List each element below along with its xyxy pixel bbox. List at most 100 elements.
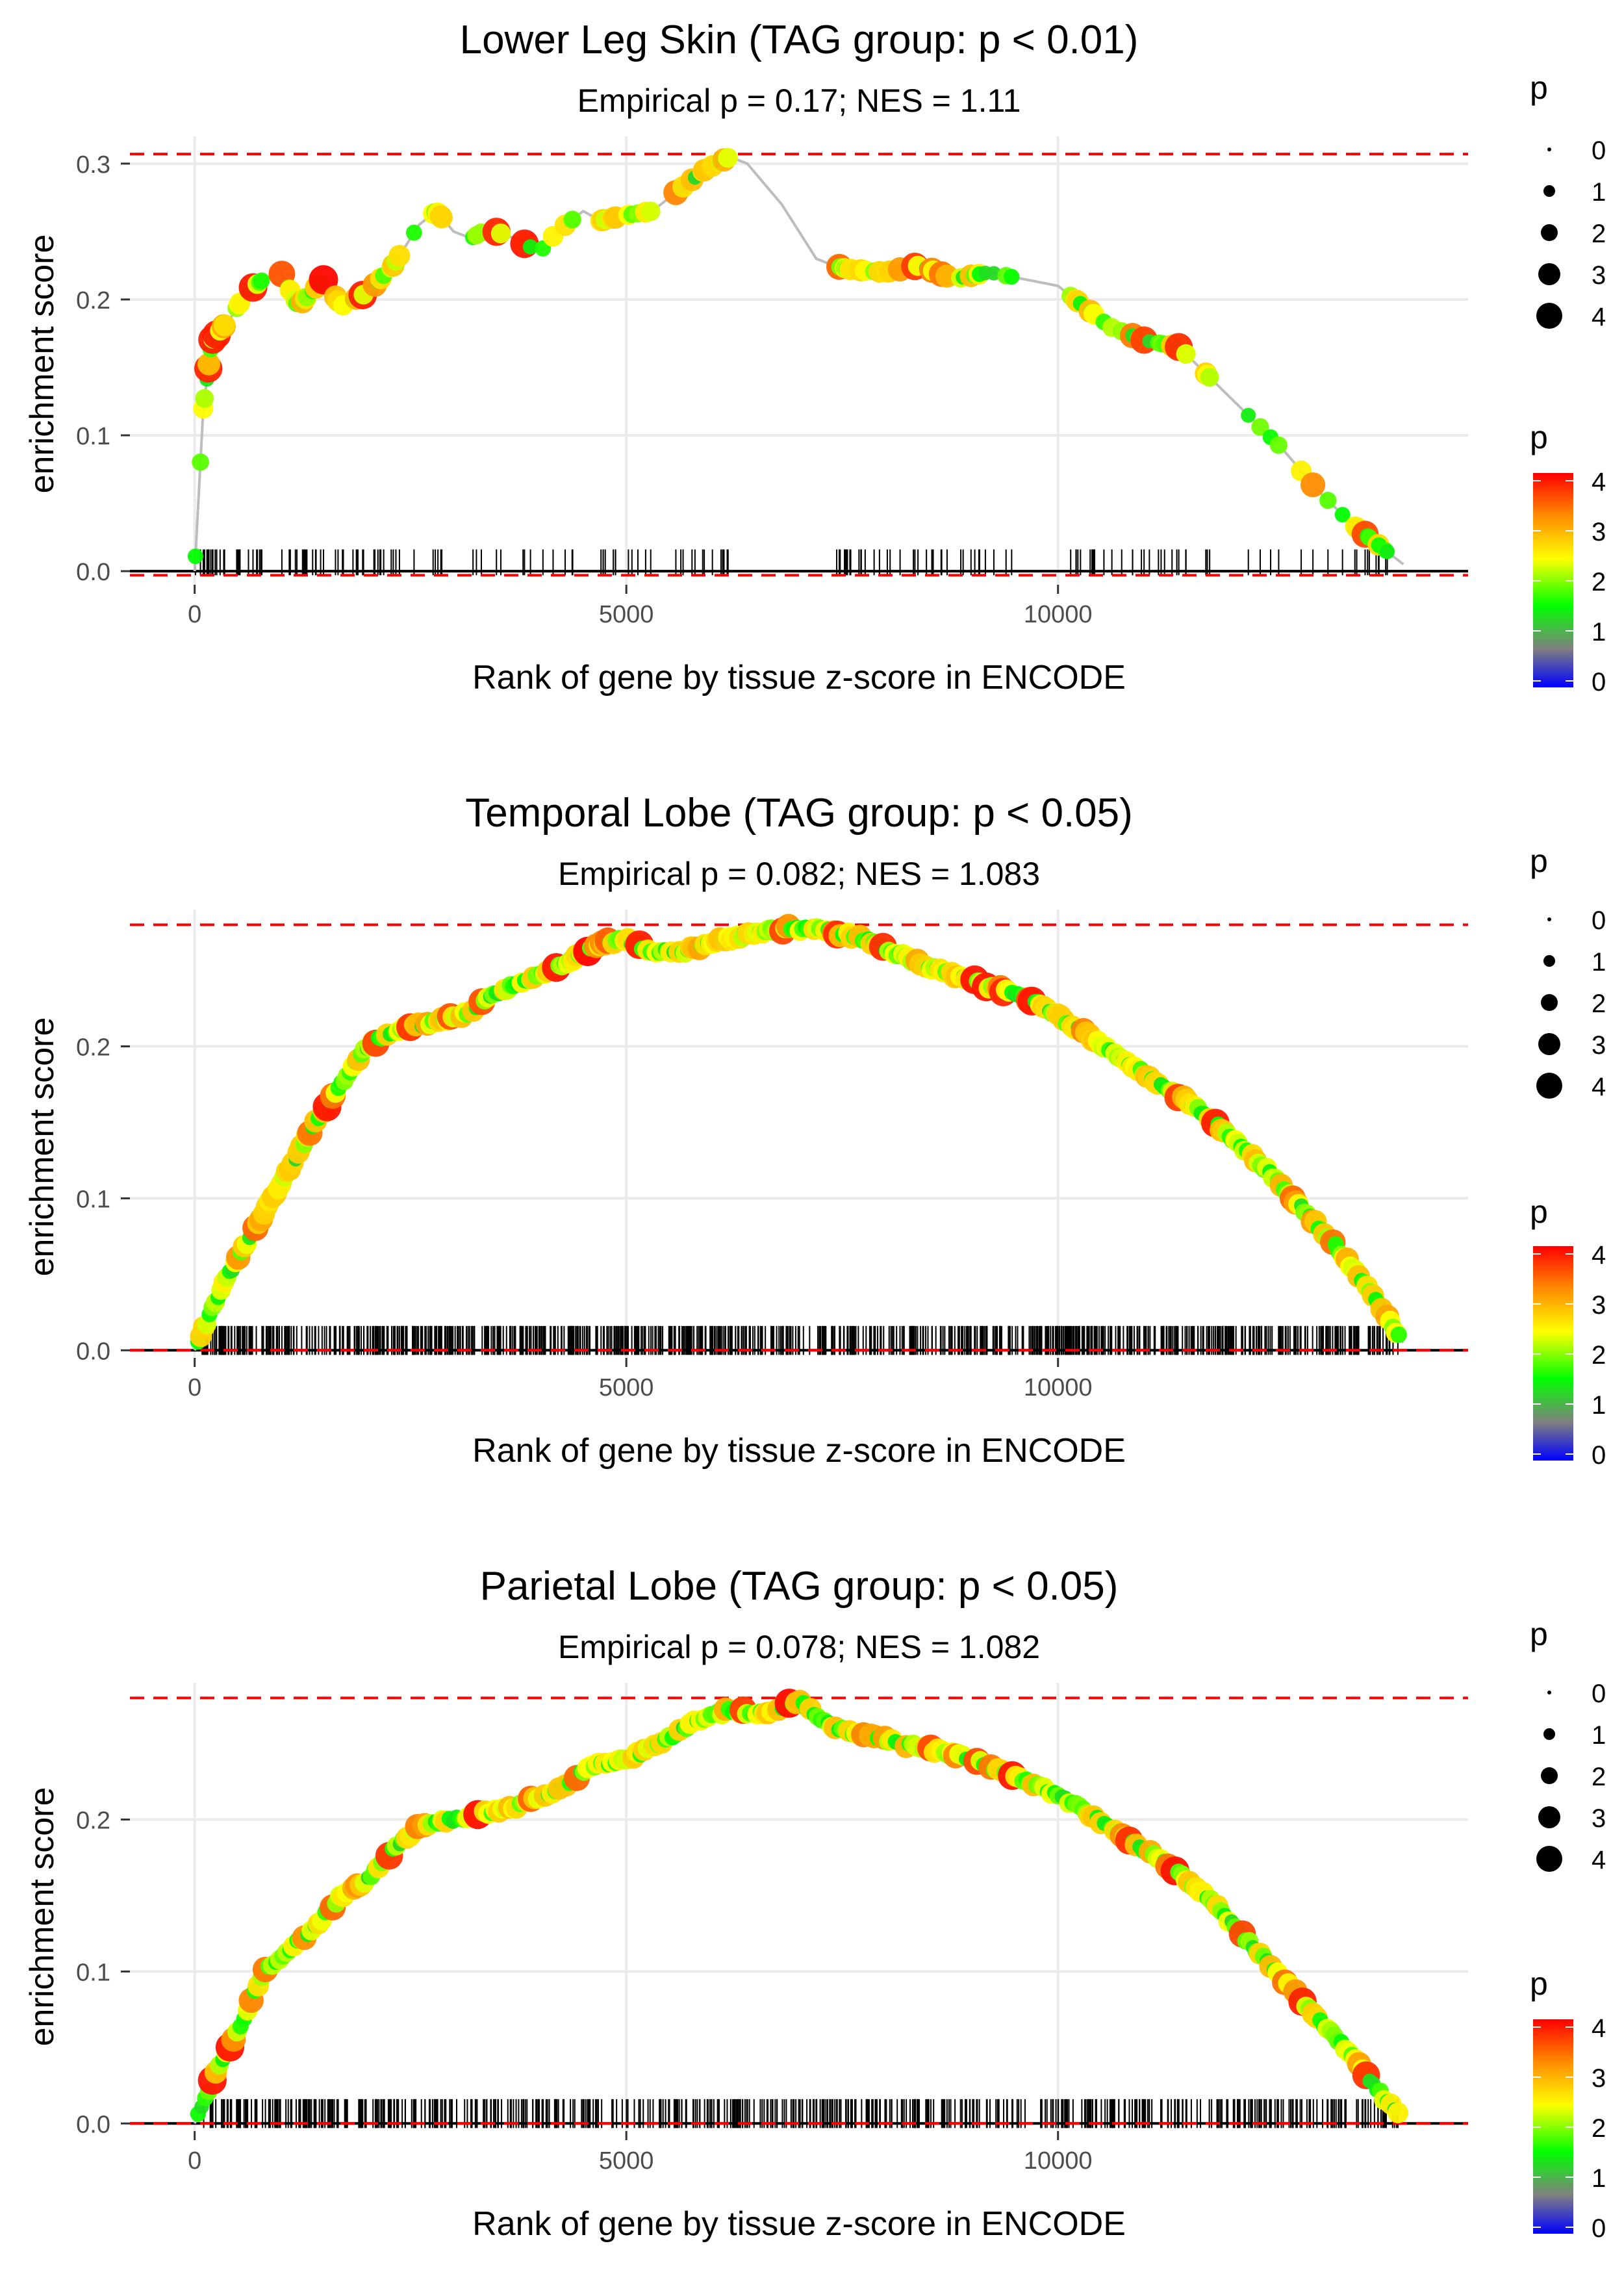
panel-1-point [718,147,739,168]
panel-2-size-key-2 [1541,994,1558,1011]
panel-2-size-key-4 [1536,1073,1562,1099]
panel-3-colorbar-ticks [1533,2026,1573,2228]
panel-2-color-label-2: 2 [1592,1341,1606,1370]
panel-1-xtick-label-0: 0 [188,601,201,628]
panel-1-size-label-3: 3 [1592,261,1606,290]
panel-3-size-key-4 [1536,1846,1562,1872]
panel-1-size-key-4 [1536,303,1562,329]
panel-3-color-label-1: 3 [1592,2064,1606,2093]
panel-3-color-label-3: 1 [1592,2164,1606,2193]
panel-3-size-legend: p 0 1 2 3 4 [1530,1616,1606,1874]
panel-1-point [490,224,511,244]
panel-2-size-label-2: 2 [1592,990,1606,1018]
panel-1-point [641,201,661,222]
panel-1-size-label-4: 4 [1592,303,1606,331]
panel-2-xtick-label-1: 5000 [599,1374,654,1401]
panel-3-color-legend-title: p [1530,1965,1548,2002]
panel-1-color-label-3: 1 [1592,618,1606,646]
panel-1-point [1251,418,1269,436]
panel-2-color-label-1: 3 [1592,1291,1606,1320]
panel-1-point [1241,407,1256,423]
panel-1-point [197,352,221,376]
panel-1-color-label-2: 2 [1592,568,1606,596]
panel-2-color-legend-title: p [1530,1194,1548,1230]
panel-1: Lower Leg Skin (TAG group: p < 0.01) Emp… [23,18,1606,696]
panel-3-size-key-2 [1541,1767,1558,1784]
panel-3-color-label-4: 0 [1592,2214,1606,2243]
panel-2-ylabel: enrichment score [23,1017,61,1277]
panel-1-point [1176,344,1196,364]
panel-1-xtick-label-1: 5000 [599,601,654,628]
panel-2-size-key-3 [1538,1033,1560,1055]
panel-1-point [213,314,236,337]
panel-3-xtick-label-1: 5000 [599,2147,654,2175]
panel-1-point [192,454,209,471]
panel-1-ytick-label-0: 0.0 [76,559,110,586]
panel-2-ytick-label-1: 0.1 [76,1186,110,1213]
panel-3-ytick-label-2: 0.2 [76,1808,110,1835]
panel-1-point [522,239,539,255]
panel-3-size-label-4: 4 [1592,1846,1606,1874]
panel-1-point [1300,472,1326,498]
panel-1-point [1319,492,1337,509]
panel-2-size-label-4: 4 [1592,1073,1606,1101]
panel-2-size-label-1: 1 [1592,948,1606,977]
panel-1-point [564,211,581,229]
panel-2-xtick-label-2: 10000 [1024,1374,1093,1401]
panel-3-yticks: 0.0 0.1 0.2 [76,1808,130,2138]
panel-1-size-label-1: 1 [1592,178,1606,207]
panel-1-point [1200,368,1219,387]
panel-1-xtick-label-2: 10000 [1024,601,1093,628]
panel-1-colorbar-ticks [1533,480,1573,682]
panel-2-xlabel: Rank of gene by tissue z-score in ENCODE [472,1432,1126,1470]
panel-2-points [190,913,1407,1350]
panel-1-color-label-1: 3 [1592,518,1606,546]
panel-1-ytick-label-1: 0.1 [76,423,110,450]
panel-1-lines [130,153,1468,577]
panel-1-yticks: 0.0 0.1 0.2 0.3 [76,151,130,586]
panel-1-point [406,224,422,241]
panel-2-title: Temporal Lobe (TAG group: p < 0.05) [465,791,1133,836]
panel-1-title: Lower Leg Skin (TAG group: p < 0.01) [460,18,1139,62]
panel-1-point [1269,436,1288,454]
panel-2-ytick-label-0: 0.0 [76,1338,110,1365]
panel-2-xtick-label-0: 0 [188,1374,201,1401]
panel-1-point [195,389,214,408]
panel-3-size-legend-title: p [1530,1616,1548,1652]
panel-3-title: Parietal Lobe (TAG group: p < 0.05) [480,1564,1119,1609]
panel-2-size-label-0: 0 [1592,906,1606,935]
panel-2: Temporal Lobe (TAG group: p < 0.05) Empi… [23,791,1606,1470]
panel-2-yticks: 0.0 0.1 0.2 [76,1034,130,1365]
panel-3-subtitle: Empirical p = 0.078; NES = 1.082 [558,1629,1040,1665]
panel-1-curve-line [193,155,1404,572]
panel-2-colorbar-ticks [1533,1253,1573,1455]
panel-3-size-label-1: 1 [1592,1721,1606,1750]
panel-3-size-key-0 [1547,1691,1551,1694]
panel-3-ylabel: enrichment score [23,1787,61,2047]
panel-3-xticks: 0 5000 10000 [188,2131,1093,2175]
panel-2-size-key-0 [1547,917,1551,921]
panel-2-grid [130,910,1468,1358]
panel-1-point [388,245,411,267]
panel-1-grid [130,136,1468,585]
panel-3-size-label-2: 2 [1592,1763,1606,1791]
panel-2-size-legend-title: p [1530,843,1548,879]
panel-1-points [187,147,1395,565]
panel-1-color-legend: p 4 3 2 1 0 [1530,419,1606,696]
panel-2-ytick-label-2: 0.2 [76,1034,110,1062]
panel-3-ytick-label-0: 0.0 [76,2111,110,2138]
panel-1-color-label-0: 4 [1592,468,1606,496]
panel-2-color-legend: p 4 3 2 1 0 [1530,1194,1606,1470]
panel-2-color-label-4: 0 [1592,1441,1606,1470]
panel-1-xticks: 0 5000 10000 [188,585,1093,628]
panel-1-point [253,272,270,289]
panel-3-xlabel: Rank of gene by tissue z-score in ENCODE [472,2205,1126,2243]
panel-2-size-legend: p 0 1 2 3 4 [1530,843,1606,1101]
panel-3: Parietal Lobe (TAG group: p < 0.05) Empi… [23,1564,1606,2243]
panel-3-size-key-1 [1543,1728,1555,1740]
panel-2-color-label-0: 4 [1592,1241,1606,1270]
panel-3-points [190,1689,1409,2123]
panel-2-subtitle: Empirical p = 0.082; NES = 1.083 [558,856,1040,892]
panel-1-size-label-2: 2 [1592,220,1606,248]
panel-1-xlabel: Rank of gene by tissue z-score in ENCODE [472,659,1126,696]
